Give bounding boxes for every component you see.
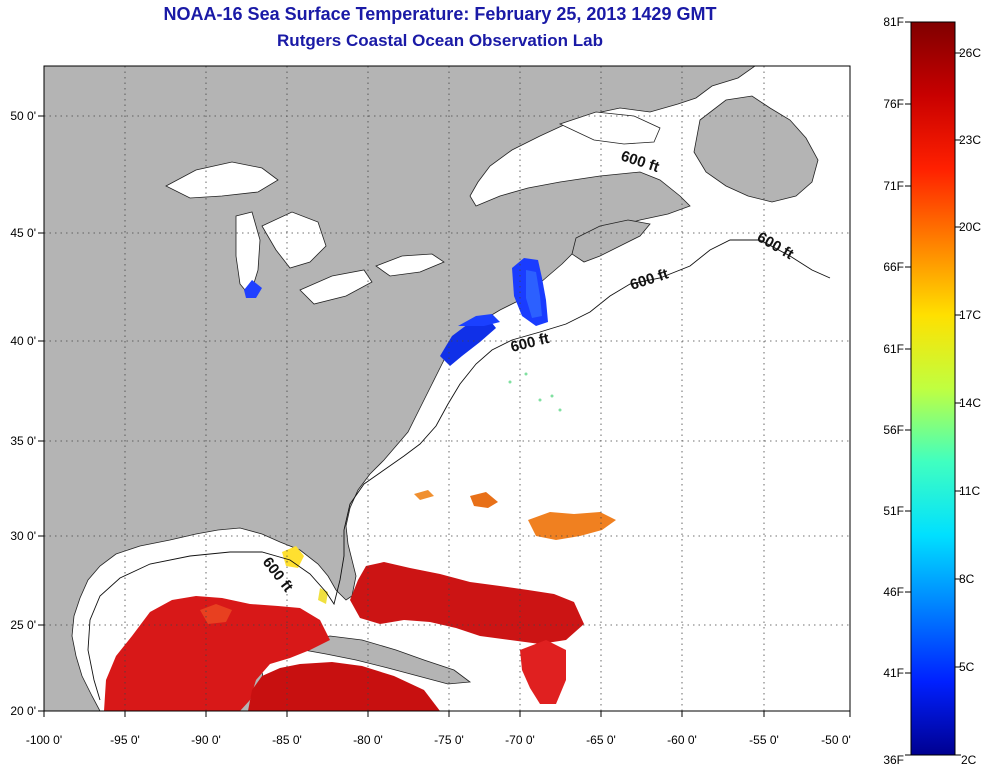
colorbar-c-label: 5C <box>959 660 975 674</box>
colorbar-f-label: 81F <box>883 15 904 29</box>
lon-tick-label: -100 0' <box>26 733 62 747</box>
colorbar-f-label: 36F <box>883 753 904 767</box>
lat-tick-label: 20 0' <box>10 704 36 718</box>
lat-tick-label: 25 0' <box>10 618 36 632</box>
colorbar-c-label: 14C <box>959 396 981 410</box>
lon-tick-label: -65 0' <box>586 733 616 747</box>
sst-cold-patch-gulf-of-maine <box>244 258 548 366</box>
colorbar-c-label: 8C <box>959 572 975 586</box>
north-america-land <box>44 66 756 711</box>
colorbar-c-label: 20C <box>959 220 981 234</box>
colorbar-f-label: 76F <box>883 97 904 111</box>
lat-tick-label: 35 0' <box>10 434 36 448</box>
colorbar-f-label: 66F <box>883 260 904 274</box>
nova-scotia-land <box>571 219 651 263</box>
lon-tick-label: -80 0' <box>353 733 383 747</box>
isobath-600ft-line <box>87 239 831 701</box>
sst-gulf-stream-patch <box>414 490 616 540</box>
colorbar-c-label: 11C <box>959 484 980 498</box>
map-subtitle: Rutgers Coastal Ocean Observation Lab <box>277 31 603 50</box>
lon-tick-label: -70 0' <box>505 733 535 747</box>
colorbar-c-label: 26C <box>959 46 981 60</box>
lon-tick-label: -75 0' <box>434 733 464 747</box>
lon-tick-label: -55 0' <box>749 733 779 747</box>
colorbar <box>910 21 956 756</box>
axis-tick-marks <box>38 115 851 717</box>
colorbar-f-label: 71F <box>883 179 904 193</box>
colorbar-f-label: 41F <box>883 666 904 680</box>
lat-tick-label: 45 0' <box>10 226 36 240</box>
lon-tick-label: -85 0' <box>272 733 302 747</box>
colorbar-f-label: 56F <box>883 423 904 437</box>
sst-scattered-green <box>508 372 562 412</box>
lat-tick-label: 40 0' <box>10 334 36 348</box>
graticule <box>44 66 850 711</box>
colorbar-ticks <box>905 21 961 756</box>
colorbar-f-label: 51F <box>883 504 904 518</box>
colorbar-f-label: 61F <box>883 342 904 356</box>
lon-tick-label: -95 0' <box>110 733 140 747</box>
lon-tick-label: -60 0' <box>667 733 697 747</box>
lat-tick-label: 50 0' <box>10 109 36 123</box>
lat-tick-label: 30 0' <box>10 529 36 543</box>
colorbar-f-label: 46F <box>883 585 904 599</box>
colorbar-c-label: 23C <box>959 133 981 147</box>
colorbar-c-label: 2C <box>961 753 977 767</box>
colorbar-c-label: 17C <box>959 308 981 322</box>
map-title: NOAA-16 Sea Surface Temperature: Februar… <box>163 4 717 24</box>
newfoundland-land <box>693 95 819 203</box>
map-frame <box>43 65 851 712</box>
cuba-land <box>299 635 472 685</box>
lon-tick-label: -50 0' <box>821 733 851 747</box>
lon-tick-label: -90 0' <box>191 733 221 747</box>
